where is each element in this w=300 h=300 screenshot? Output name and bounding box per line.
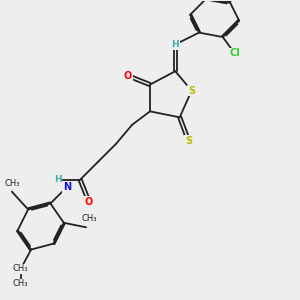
Text: CH₃: CH₃ (13, 264, 28, 273)
Text: S: S (185, 136, 192, 146)
Text: S: S (188, 85, 195, 96)
Text: CH₃: CH₃ (81, 214, 97, 224)
Text: H: H (54, 175, 62, 184)
Text: H: H (172, 40, 179, 49)
Text: N: N (63, 182, 71, 192)
Text: CH₃: CH₃ (4, 179, 20, 188)
Text: Cl: Cl (229, 48, 240, 59)
Text: O: O (85, 197, 93, 207)
Text: CH₃: CH₃ (13, 279, 28, 288)
Text: O: O (124, 71, 132, 81)
